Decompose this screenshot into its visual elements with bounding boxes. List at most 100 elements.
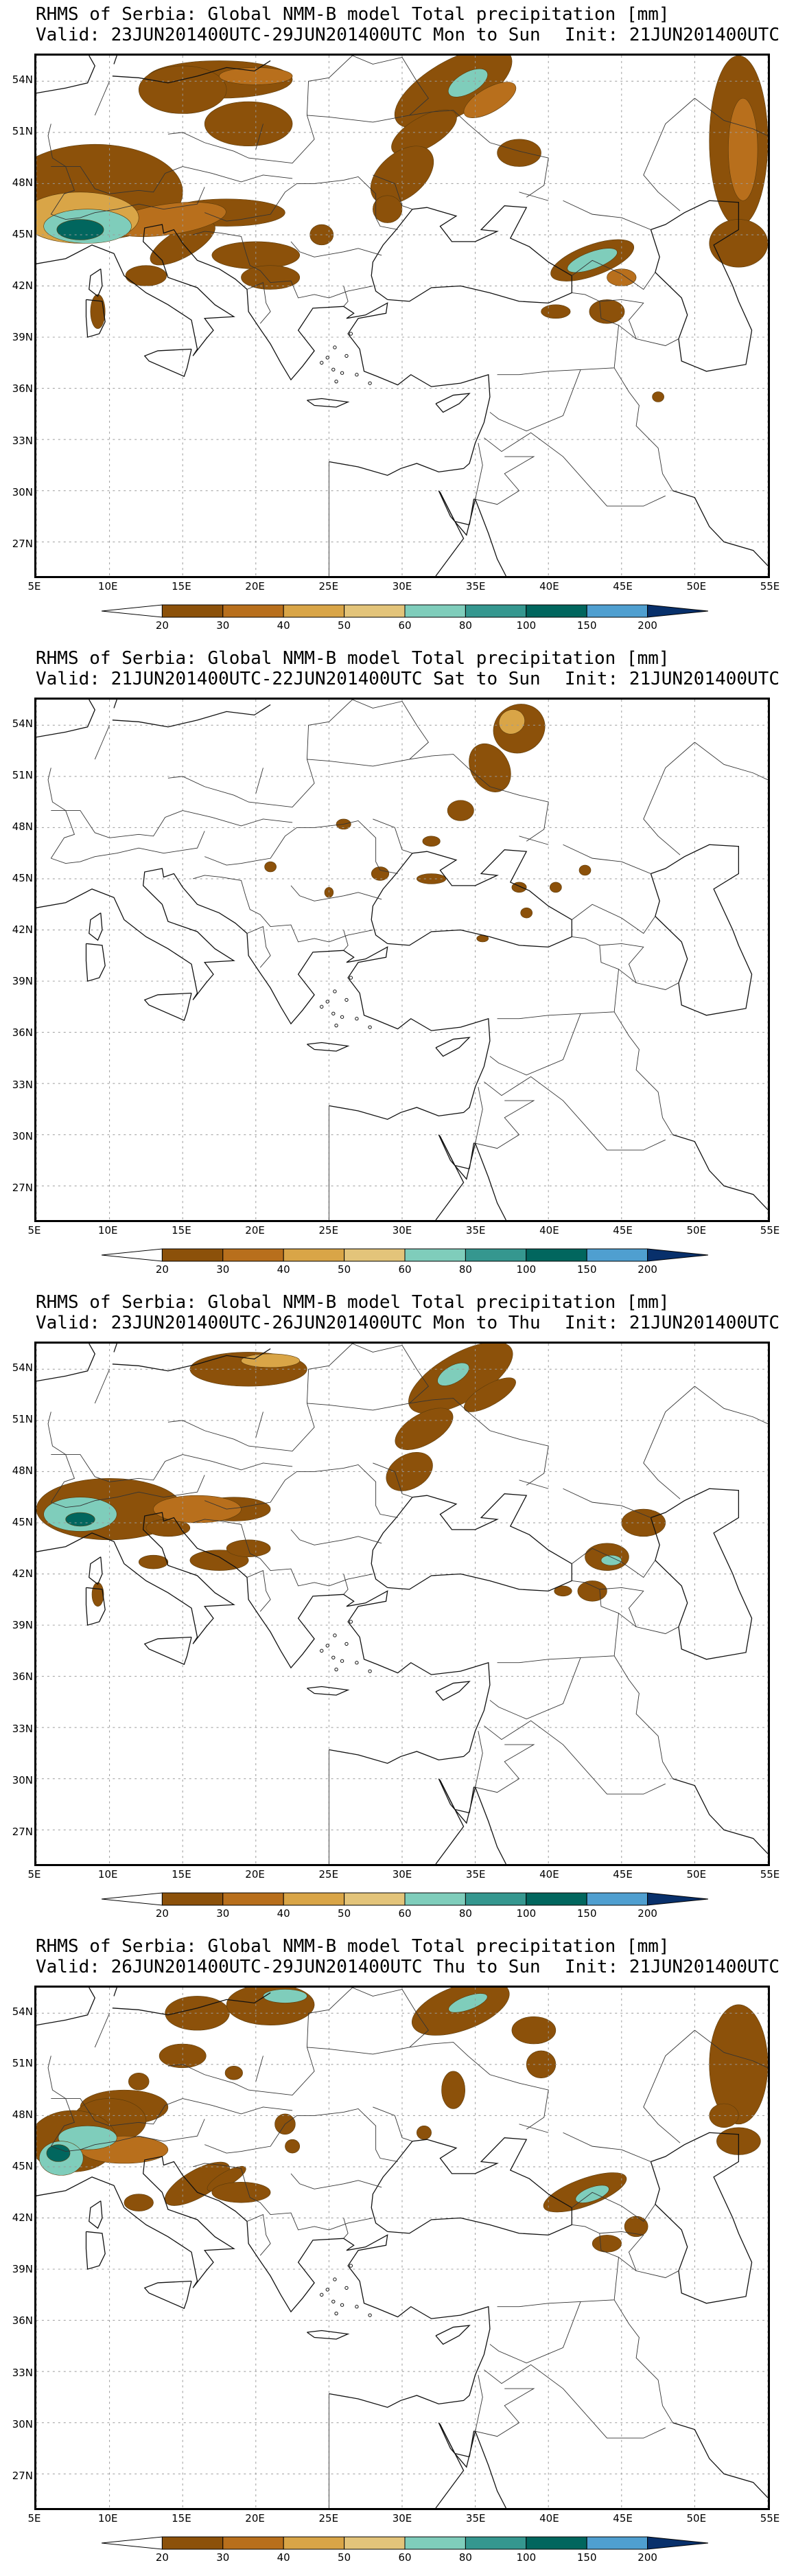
precip-area <box>241 265 301 290</box>
precip-area <box>447 800 474 821</box>
colorbar-label: 100 <box>516 1907 537 1920</box>
precip-area <box>165 1996 230 2031</box>
island <box>340 371 344 375</box>
coastline <box>435 2424 465 2508</box>
country-border <box>255 768 264 794</box>
coastline <box>438 1134 476 1180</box>
colorbar-swatch <box>404 604 466 618</box>
lat-label: 39N <box>12 1619 33 1632</box>
coastline <box>672 490 768 566</box>
lat-label: 48N <box>12 176 33 189</box>
map-panel: RHMS of Serbia: Global NMM-B model Total… <box>0 1288 796 1932</box>
lat-label: 54N <box>12 717 33 730</box>
colorbar-swatch <box>102 604 163 618</box>
colorbar-swatch <box>283 2536 345 2550</box>
country-border <box>167 700 353 808</box>
precip-area <box>65 1512 95 1527</box>
island <box>355 373 359 377</box>
country-border <box>519 192 549 201</box>
lon-label: 30E <box>392 1868 412 1881</box>
coastline <box>307 1686 350 1696</box>
coastline <box>143 1636 192 1666</box>
map-title: RHMS of Serbia: Global NMM-B model Total… <box>36 1292 670 1313</box>
country-border <box>643 97 695 211</box>
colorbar-swatch <box>222 1892 284 1906</box>
lat-label: 33N <box>12 434 33 447</box>
colorbar-swatch <box>161 1892 224 1906</box>
colorbar-swatch <box>526 1248 587 1262</box>
precip-area <box>411 1988 510 2036</box>
map-canvas <box>36 1988 768 2508</box>
island <box>331 2299 336 2303</box>
country-border <box>489 1013 581 1076</box>
island <box>355 2305 359 2309</box>
map-title: RHMS of Serbia: Global NMM-B model Total… <box>36 1936 670 1957</box>
lon-label: 45E <box>613 1868 633 1881</box>
island <box>344 1642 349 1646</box>
coastline <box>307 2330 350 2340</box>
lat-label: 39N <box>12 975 33 988</box>
country-border <box>694 2029 768 2069</box>
colorbar-label: 150 <box>576 619 597 632</box>
lon-label: 40E <box>539 1224 559 1237</box>
island <box>349 976 353 980</box>
colorbar-swatch <box>647 1248 708 1262</box>
colorbar-swatch <box>647 604 708 618</box>
lon-label: 35E <box>465 1224 486 1237</box>
country-border <box>409 110 549 198</box>
country-border <box>343 1574 349 1595</box>
colorbar <box>102 2536 708 2550</box>
coastline <box>435 1037 471 1057</box>
country-border <box>475 1100 535 1149</box>
country-border <box>613 1655 673 1779</box>
lat-label: 54N <box>12 73 33 86</box>
island <box>320 2292 324 2297</box>
colorbar-label: 200 <box>637 2551 657 2564</box>
country-border <box>489 2301 581 2364</box>
colorbar-label: 200 <box>637 619 657 632</box>
coastline <box>143 348 192 378</box>
precip-area <box>395 1407 454 1450</box>
island <box>325 2288 329 2292</box>
country-border <box>192 231 373 299</box>
lon-label: 15E <box>172 580 191 593</box>
coastline <box>307 398 350 408</box>
coastline <box>474 1786 506 1864</box>
colorbar-swatch <box>344 604 406 618</box>
coastline <box>371 205 572 304</box>
country-border <box>475 2375 483 2432</box>
colorbar-swatch <box>526 1892 587 1906</box>
country-border <box>94 2013 110 2048</box>
coastline <box>438 2422 476 2468</box>
precip-area <box>285 2139 301 2154</box>
coastline <box>435 2325 471 2345</box>
lon-label: 5E <box>27 1868 41 1881</box>
country-border <box>204 2108 398 2162</box>
lat-label: 54N <box>12 2005 33 2018</box>
lon-label: 45E <box>613 580 633 593</box>
precip-area <box>241 1353 301 1368</box>
country-border <box>94 725 110 760</box>
coastline <box>36 224 491 476</box>
init-time: Init: 21JUN201400UTC <box>564 1957 780 1977</box>
coastline <box>650 200 753 372</box>
lon-label: 20E <box>245 580 265 593</box>
colorbar-label: 40 <box>277 1907 290 1920</box>
precip-area <box>371 866 390 881</box>
country-border <box>572 260 656 290</box>
lat-label: 30N <box>12 2417 33 2430</box>
precip-area <box>211 2182 271 2203</box>
valid-period: Valid: 26JUN201400UTC-29JUN201400UTC Thu… <box>36 1957 541 1977</box>
precip-area <box>204 101 293 147</box>
country-border <box>192 1519 373 1587</box>
country-border <box>47 124 75 215</box>
lon-label: 10E <box>97 2512 118 2525</box>
lon-label: 25E <box>318 1868 339 1881</box>
precip-area <box>728 97 758 201</box>
precip-area <box>417 2126 432 2140</box>
country-border <box>563 844 651 874</box>
map-title: RHMS of Serbia: Global NMM-B model Total… <box>36 4 670 25</box>
map-canvas <box>36 700 768 1220</box>
colorbar-swatch <box>344 1892 406 1906</box>
country-border <box>409 754 549 842</box>
